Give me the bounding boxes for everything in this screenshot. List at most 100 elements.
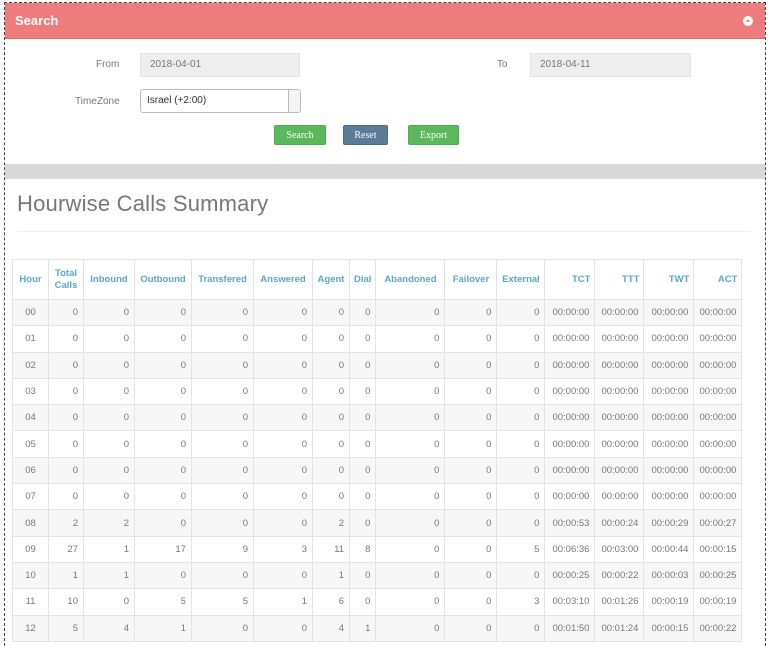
column-header-inbound[interactable]: Inbound <box>83 259 135 300</box>
table-row: 12 5 4 1 0 0 4 1 0 0 0 00:01:50 00:01:24 00:00:15 00:0… <box>12 614 743 642</box>
section-divider <box>5 164 765 179</box>
table-cell: 0 <box>83 588 135 616</box>
table-cell: 0 <box>191 509 254 537</box>
column-header-abandoned[interactable]: Abandoned <box>375 259 446 300</box>
table-cell: 00:00:25 <box>544 561 596 590</box>
table-cell: 00:01:26 <box>594 588 645 616</box>
search-button[interactable]: Search <box>274 125 326 145</box>
table-cell: 5 <box>134 588 192 616</box>
table-cell: 0 <box>191 325 254 353</box>
table-cell: 00:00:27 <box>693 509 743 537</box>
table-cell: 0 <box>253 325 313 353</box>
reset-button[interactable]: Reset <box>343 125 388 145</box>
table-cell: 3 <box>496 588 546 616</box>
table-cell: 00:00:00 <box>544 377 596 406</box>
table-cell: 0 <box>496 404 546 432</box>
table-cell: 0 <box>444 509 498 537</box>
table-cell: 08 <box>12 509 49 537</box>
search-panel-header[interactable]: Search <box>5 3 765 39</box>
table-cell: 1 <box>83 561 135 590</box>
table-cell: 12 <box>12 614 49 642</box>
table-cell: 00:00:03 <box>643 561 695 590</box>
table-cell: 0 <box>48 404 84 432</box>
table-cell: 3 <box>253 535 313 563</box>
column-header-transfered[interactable]: Transfered <box>191 259 254 300</box>
table-cell: 8 <box>348 535 377 563</box>
table-row: 06 0 0 0 0 0 0 0 0 0 0 00:00:00 00:00:00 00:00:00 00:0… <box>12 456 743 485</box>
table-cell: 0 <box>253 351 313 379</box>
table-cell: 0 <box>191 483 254 511</box>
table-cell: 0 <box>375 351 446 379</box>
table-cell: 04 <box>12 404 49 432</box>
table-cell: 00:00:00 <box>693 377 743 406</box>
table-cell: 00:00:00 <box>643 456 695 485</box>
table-cell: 0 <box>312 377 350 406</box>
table-cell: 0 <box>134 404 192 432</box>
table-cell: 03 <box>12 377 49 406</box>
table-cell: 00:00:00 <box>544 404 596 432</box>
to-label: To <box>497 59 508 70</box>
table-cell: 00:00:00 <box>643 298 695 327</box>
table-cell: 0 <box>496 298 546 327</box>
export-button[interactable]: Export <box>408 125 459 145</box>
table-cell: 00:00:29 <box>643 509 695 537</box>
table-cell: 0 <box>496 351 546 379</box>
column-header-failover[interactable]: Failover <box>444 259 498 300</box>
column-header-ttt[interactable]: TTT <box>594 259 645 300</box>
table-cell: 09 <box>12 535 49 563</box>
table-cell: 0 <box>496 325 546 353</box>
column-header-answered[interactable]: Answered <box>253 259 313 300</box>
table-cell: 00:00:00 <box>594 430 645 458</box>
table-cell: 0 <box>444 430 498 458</box>
table-cell: 00:00:00 <box>693 483 743 511</box>
column-header-hour[interactable]: Hour <box>12 259 49 300</box>
table-cell: 0 <box>253 404 313 432</box>
to-date-field[interactable]: 2018-04-11 <box>530 53 691 77</box>
table-cell: 0 <box>348 351 377 379</box>
from-date-field[interactable]: 2018-04-01 <box>140 53 300 77</box>
table-cell: 00:00:00 <box>594 456 645 485</box>
timezone-value: Israel (+2:00) <box>147 95 207 106</box>
table-cell: 0 <box>48 430 84 458</box>
table-cell: 00:00:00 <box>544 483 596 511</box>
table-cell: 0 <box>348 404 377 432</box>
table-cell: 00:03:10 <box>544 588 596 616</box>
page-title: Hourwise Calls Summary <box>17 191 269 216</box>
table-row: 10 1 1 0 0 0 1 0 0 0 0 00:00:25 00:00:22 00:00:03 00:0… <box>12 561 743 590</box>
dropdown-arrow-icon <box>288 90 300 112</box>
table-cell: 00 <box>12 298 49 327</box>
table-cell: 0 <box>83 483 135 511</box>
column-header-twt[interactable]: TWT <box>643 259 695 300</box>
table-cell: 0 <box>253 298 313 327</box>
table-cell: 00:00:00 <box>693 298 743 327</box>
table-cell: 0 <box>375 404 446 432</box>
table-cell: 0 <box>83 430 135 458</box>
column-header-act[interactable]: ACT <box>693 259 743 300</box>
table-cell: 0 <box>375 298 446 327</box>
table-cell: 0 <box>312 298 350 327</box>
table-cell: 0 <box>134 377 192 406</box>
table-cell: 0 <box>348 483 377 511</box>
table-cell: 0 <box>191 614 254 642</box>
table-cell: 00:00:53 <box>544 509 596 537</box>
column-header-external[interactable]: External <box>496 259 546 300</box>
table-cell: 0 <box>496 483 546 511</box>
table-cell: 0 <box>312 483 350 511</box>
table-row: 05 0 0 0 0 0 0 0 0 0 0 00:00:00 00:00:00 00:00:00 00:0… <box>12 430 743 458</box>
table-cell: 00:00:00 <box>544 456 596 485</box>
column-header-total-calls[interactable]: Total Calls <box>48 259 84 300</box>
table-cell: 0 <box>191 561 254 590</box>
timezone-select[interactable]: Israel (+2:00) <box>140 89 301 113</box>
column-header-tct[interactable]: TCT <box>544 259 596 300</box>
table-cell: 0 <box>253 561 313 590</box>
table-row: 11 10 0 5 5 1 6 0 0 0 3 00:03:10 00:01:26 00:00:19 00:… <box>12 588 743 616</box>
timezone-label: TimeZone <box>75 96 120 107</box>
collapse-icon[interactable] <box>743 15 753 26</box>
column-header-agent[interactable]: Agent <box>312 259 350 300</box>
table-cell: 00:00:00 <box>693 325 743 353</box>
column-header-outbound[interactable]: Outbound <box>134 259 192 300</box>
table-cell: 0 <box>496 614 546 642</box>
table-cell: 0 <box>496 561 546 590</box>
column-header-dial[interactable]: Dial <box>348 259 377 300</box>
table-cell: 0 <box>253 377 313 406</box>
